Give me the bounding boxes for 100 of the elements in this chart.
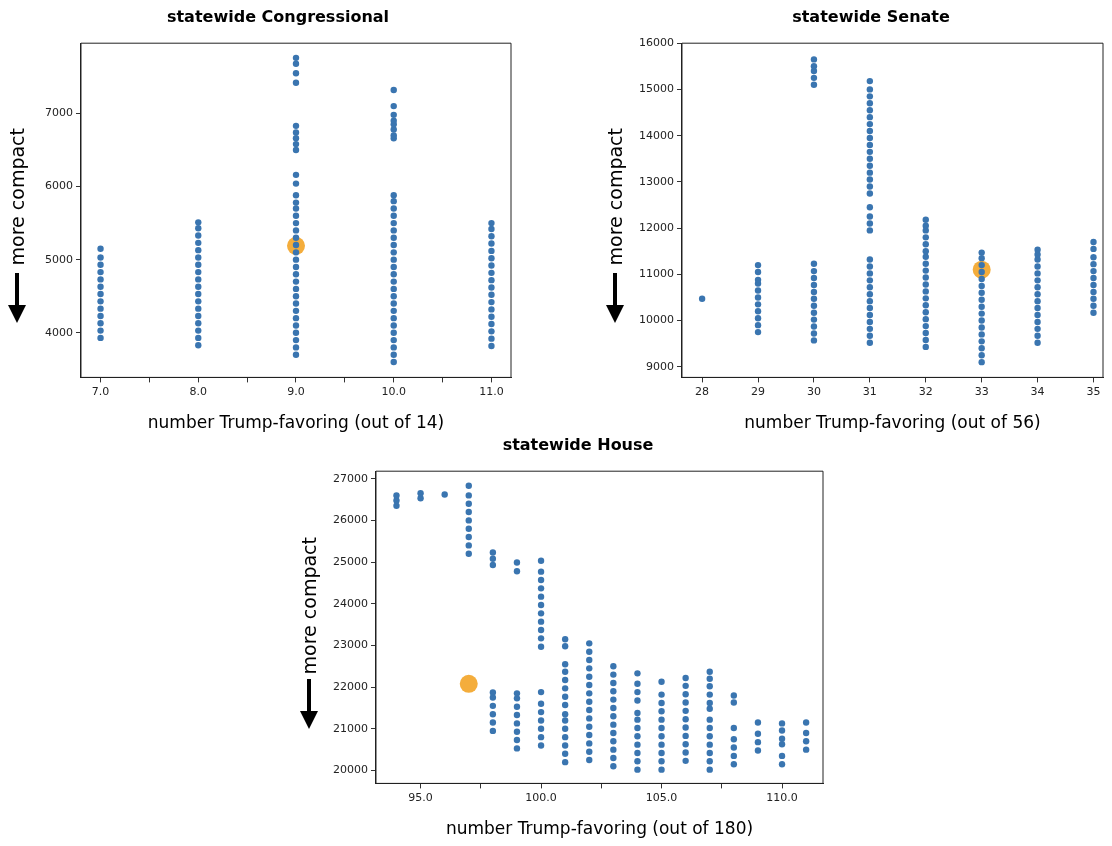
point <box>1034 339 1041 346</box>
point <box>658 724 665 732</box>
y-tick-label: 24000 <box>332 596 368 610</box>
point <box>393 492 400 499</box>
point <box>922 302 929 309</box>
point <box>866 204 874 211</box>
point <box>537 742 545 749</box>
point <box>292 171 300 179</box>
point <box>866 155 874 162</box>
point <box>390 271 397 278</box>
point <box>537 635 545 642</box>
point <box>390 358 397 366</box>
point <box>658 741 665 748</box>
point <box>754 308 762 315</box>
point <box>922 274 929 281</box>
point <box>658 691 665 698</box>
point <box>537 725 545 732</box>
point <box>658 749 665 757</box>
chart-title: statewide Congressional <box>166 6 390 26</box>
point <box>195 246 202 254</box>
point <box>802 719 810 726</box>
point <box>489 727 497 735</box>
point <box>682 691 689 698</box>
point <box>489 689 497 696</box>
point <box>866 169 874 176</box>
point <box>610 663 617 670</box>
point <box>513 559 521 566</box>
point <box>610 696 617 703</box>
point <box>390 86 397 94</box>
point <box>586 673 593 680</box>
point <box>513 720 521 727</box>
point <box>754 261 762 269</box>
point <box>561 635 569 643</box>
point <box>292 263 300 271</box>
point <box>390 285 397 293</box>
point <box>561 717 569 724</box>
point <box>489 555 497 562</box>
point <box>866 318 874 326</box>
point <box>866 256 874 263</box>
y-tick-label: 10000 <box>638 313 674 327</box>
point <box>866 141 874 149</box>
point <box>634 749 641 757</box>
point <box>390 263 397 271</box>
point <box>537 618 545 625</box>
point <box>754 328 762 336</box>
point <box>195 239 202 247</box>
y-tick-label: 15000 <box>638 82 674 96</box>
point <box>610 704 617 712</box>
x-tick-label: 100.0 <box>525 790 557 804</box>
point <box>682 741 689 748</box>
point <box>390 117 397 124</box>
point <box>866 263 874 270</box>
point <box>978 317 985 324</box>
point <box>586 648 593 655</box>
x-tick-label: 8.0 <box>189 384 208 398</box>
point <box>866 190 874 197</box>
x-tick-label: 33 <box>974 384 989 398</box>
point <box>866 93 874 100</box>
point <box>390 307 397 315</box>
point <box>488 225 495 233</box>
point <box>561 750 569 758</box>
point <box>866 277 874 284</box>
x-tick-label: 7.0 <box>91 384 110 398</box>
point <box>488 255 495 262</box>
point <box>922 322 929 330</box>
point <box>195 254 202 261</box>
point <box>810 323 818 330</box>
y-axis-title: more compact <box>6 128 28 266</box>
point <box>537 700 545 707</box>
point <box>610 713 617 720</box>
point <box>658 733 665 740</box>
point <box>97 320 104 327</box>
point <box>488 219 495 227</box>
point <box>465 508 472 516</box>
x-tick-label: 105.0 <box>645 790 678 804</box>
point <box>292 69 300 77</box>
point <box>978 296 985 303</box>
x-axis-title: number Trump-favoring (out of 56) <box>744 412 1041 433</box>
point <box>810 74 818 82</box>
point <box>978 275 985 283</box>
point <box>778 727 786 734</box>
point <box>978 254 985 262</box>
point <box>292 249 300 256</box>
point <box>561 668 569 675</box>
point <box>390 256 397 263</box>
point <box>465 500 472 507</box>
point <box>561 758 569 766</box>
point <box>730 761 738 768</box>
point <box>754 287 762 294</box>
point <box>634 716 641 723</box>
point <box>922 343 929 351</box>
point <box>537 576 545 584</box>
y-tick-label: 6000 <box>44 179 73 193</box>
point <box>610 746 617 753</box>
point <box>730 692 738 699</box>
point <box>561 742 569 749</box>
point <box>1090 260 1097 268</box>
point <box>488 320 495 328</box>
point <box>978 282 985 290</box>
point <box>195 283 202 290</box>
